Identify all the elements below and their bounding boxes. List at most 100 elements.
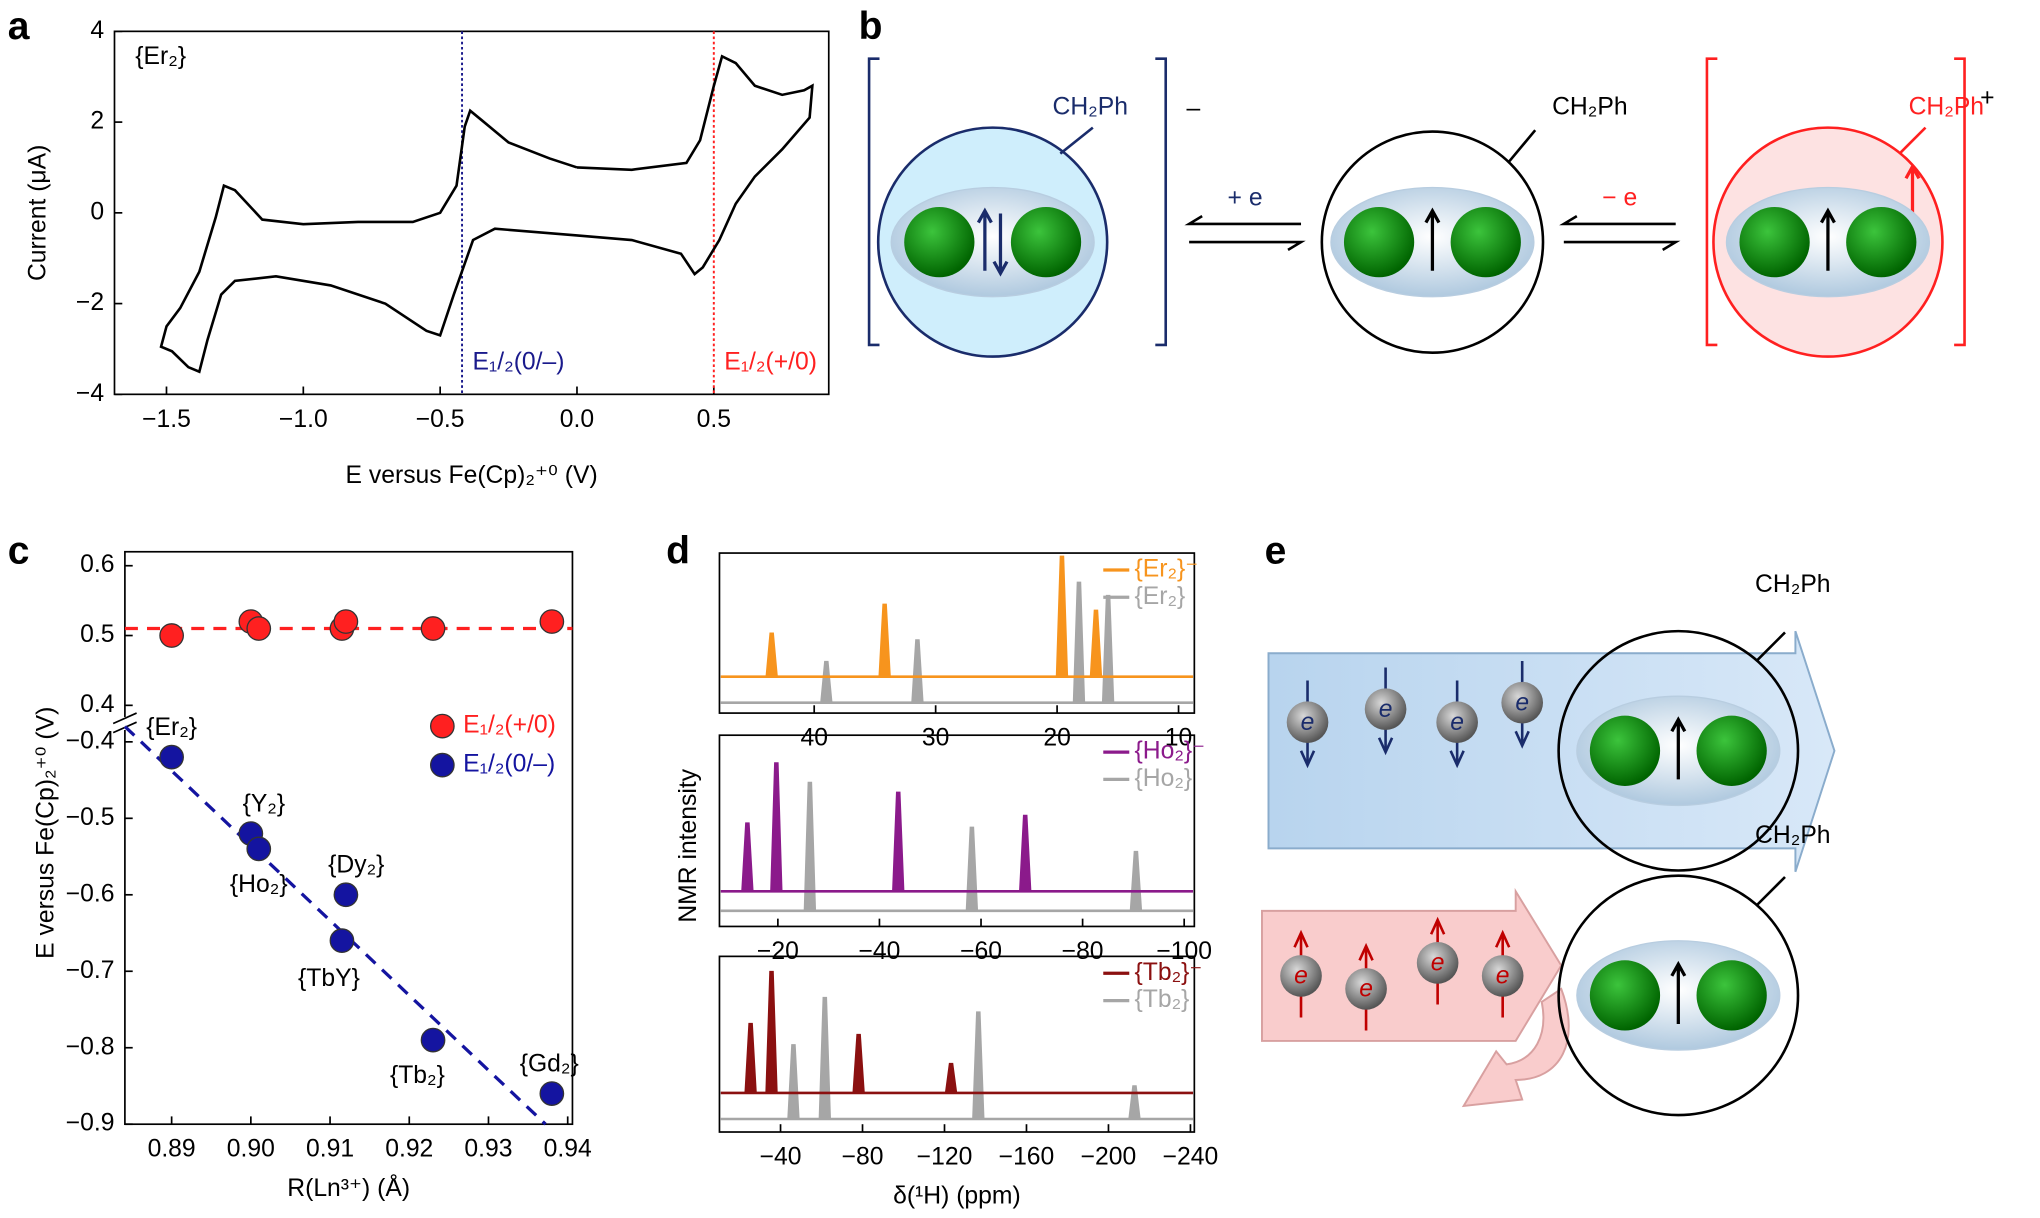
x-tick-label: −40: [760, 1144, 802, 1171]
x-tick-label: 0.90: [227, 1136, 275, 1163]
group-label: CH₂Ph: [1053, 94, 1129, 121]
atom: [1846, 206, 1917, 278]
x-tick-label: 0.5: [697, 406, 731, 433]
electron: [1364, 688, 1407, 730]
y-tick-label: 0.4: [80, 691, 115, 718]
peak: [1019, 814, 1032, 892]
bond: [1059, 126, 1094, 155]
charge: +: [1980, 85, 1994, 112]
point-label: {Ho₂}: [230, 871, 288, 898]
y-tick-label: −2: [76, 289, 104, 316]
electron: [1286, 701, 1329, 744]
atom: [1739, 206, 1810, 278]
bond: [1755, 631, 1786, 662]
y-tick-label: −0.5: [66, 804, 115, 831]
spin-head: [1494, 929, 1511, 948]
bond: [1898, 126, 1927, 155]
spin-head: [1514, 730, 1530, 749]
y-tick-label: −0.8: [66, 1033, 115, 1060]
redox-scheme: CH₂Ph – + e CH₂Ph − e CH₂Ph +: [867, 57, 1995, 358]
x-tick-label: −240: [1163, 1144, 1219, 1171]
peak: [1055, 555, 1069, 677]
point: [539, 609, 565, 634]
point: [246, 836, 272, 862]
peak: [911, 639, 924, 703]
electron: [1416, 942, 1459, 984]
peak: [770, 762, 783, 892]
atom: [1696, 960, 1767, 1031]
x-tick-label: 20: [1043, 725, 1070, 752]
spin-head: [1377, 737, 1394, 756]
x-axis-label: E versus Fe(Cp)₂⁺⁰ (V): [346, 462, 598, 489]
group-label: CH₂Ph: [1909, 94, 1985, 121]
y-tick-label: −4: [76, 380, 104, 407]
electron-label: e: [1431, 950, 1445, 977]
atom: [904, 206, 975, 278]
x-tick-label: −80: [842, 1144, 884, 1171]
equilibrium-arrow: [1184, 214, 1306, 252]
spin-head: [1358, 942, 1374, 961]
peak: [741, 822, 754, 892]
electron: [1501, 681, 1544, 724]
x-tick-label: −120: [917, 1144, 973, 1171]
peak: [892, 791, 905, 892]
electron: [1436, 701, 1478, 744]
legend-marker: [429, 752, 455, 778]
x-tick-label: −1.0: [279, 406, 328, 433]
panel-label: b: [859, 5, 883, 48]
charge: –: [1187, 95, 1201, 122]
x-tick-label: −80: [1062, 938, 1104, 965]
point: [420, 616, 446, 641]
panel-label: d: [666, 529, 690, 572]
plot-frame: [124, 550, 574, 1126]
electron-label: e: [1496, 963, 1510, 990]
plot-frame: [718, 955, 1196, 1133]
electron-label: e: [1301, 709, 1315, 736]
peak: [765, 632, 778, 677]
electron-label: e: [1359, 976, 1373, 1003]
x-tick-label: 0.0: [560, 406, 594, 433]
x-tick-label: −60: [960, 938, 1002, 965]
point-label: {Tb₂}: [390, 1062, 445, 1089]
x-tick-label: −160: [999, 1144, 1055, 1171]
y-axis-label: Current (μA): [25, 145, 52, 281]
electron-label: e: [1379, 696, 1393, 723]
x-tick-label: 0.92: [385, 1136, 433, 1163]
y-tick-label: −0.6: [66, 880, 115, 907]
equilibrium-arrow: [1559, 214, 1681, 252]
peak: [787, 1044, 800, 1120]
bracket: [1705, 57, 1966, 347]
legend-label: {Er₂}⁻: [1134, 556, 1198, 583]
spin-scheme: CH₂Ph CH₂Ph e e e e e e e e: [1261, 571, 1836, 1117]
molecule-circle: [1557, 874, 1800, 1117]
legend-label: E₁/₂(0/–): [463, 751, 555, 778]
x-axis-label: δ(¹H) (ppm): [893, 1183, 1021, 1210]
peak: [972, 1011, 985, 1120]
x-tick-label: 0.91: [306, 1136, 354, 1163]
peak: [818, 996, 831, 1120]
x-tick-label: −40: [858, 938, 900, 965]
spin-arrow: [1904, 163, 1921, 215]
spin-arrow: [1820, 207, 1836, 271]
spin-arrow: [1424, 207, 1441, 271]
spin-head: [1429, 916, 1446, 935]
fit-line: [123, 725, 547, 1126]
point: [420, 1027, 446, 1053]
electron-label: e: [1294, 963, 1308, 990]
annotation: {Er₂}: [135, 43, 186, 70]
marker-label: E₁/₂(+/0): [724, 349, 817, 376]
bond: [1508, 129, 1537, 163]
y-axis-label: E versus Fe(Cp)₂⁺⁰ (V): [32, 707, 59, 959]
x-tick-label: −200: [1081, 1144, 1137, 1171]
point: [159, 623, 184, 648]
electron-label: e: [1515, 690, 1529, 717]
band-arrow: [1267, 630, 1836, 873]
spin-arrow: [992, 213, 1009, 277]
point: [246, 616, 272, 641]
peak: [744, 1022, 757, 1094]
point: [539, 1081, 565, 1106]
point-label: {Y₂}: [243, 791, 286, 818]
legend-label: {Ho₂}⁻: [1134, 738, 1205, 765]
curved-arrow: [1461, 987, 1570, 1108]
